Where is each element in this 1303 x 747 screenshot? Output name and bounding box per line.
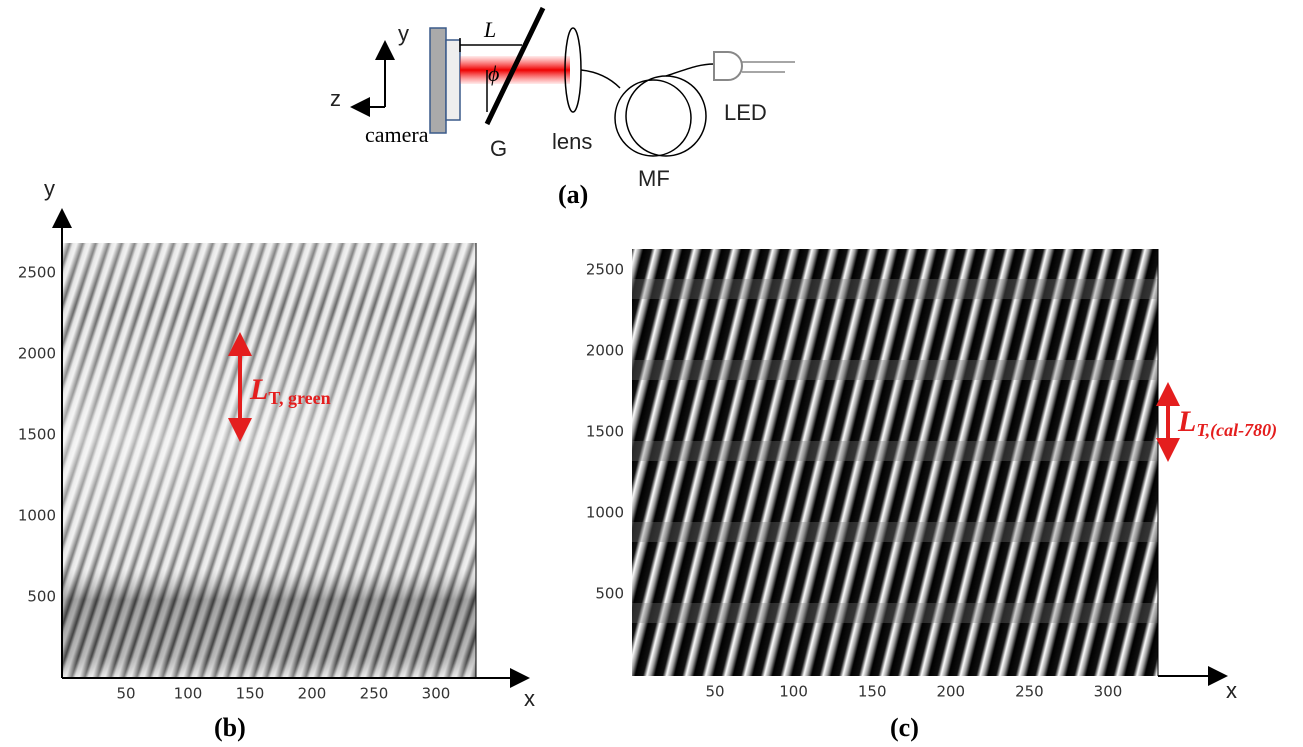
annotation-main: L — [1177, 405, 1196, 438]
x-tick-label: 200 — [936, 683, 965, 701]
caption: (a) — [558, 180, 588, 209]
annotation-sub: T, green — [268, 388, 330, 408]
annotation-main: L — [249, 373, 268, 406]
fringe-image-shading — [62, 243, 476, 678]
x-tick-label: 250 — [1015, 683, 1044, 701]
y-tick-label: 2000 — [586, 342, 624, 360]
fringe-image-shading — [632, 249, 1158, 676]
y-tick-label: 1500 — [586, 423, 624, 441]
annotation: LT,(cal-780) — [1177, 405, 1277, 441]
x-tick-label: 300 — [1094, 683, 1123, 701]
y-tick-label: 2500 — [18, 264, 56, 282]
y-tick-label: 500 — [595, 585, 624, 603]
component-label: lens — [552, 129, 592, 154]
y-tick-label: 1500 — [18, 426, 56, 444]
component-label: LED — [724, 100, 767, 125]
x-tick-label: 100 — [174, 685, 203, 703]
axis-label: y — [44, 176, 55, 201]
component-label: G — [490, 136, 507, 161]
y-tick-label: 1000 — [18, 507, 56, 525]
x-tick-label: 50 — [116, 685, 135, 703]
y-tick-label: 1000 — [586, 504, 624, 522]
x-tick-label: 300 — [422, 685, 451, 703]
annotation-sub: T,(cal-780) — [1196, 420, 1277, 441]
x-tick-label: 50 — [705, 683, 724, 701]
x-tick-label: 250 — [360, 685, 389, 703]
x-tick-label: 100 — [779, 683, 808, 701]
y-tick-label: 500 — [27, 588, 56, 606]
axis-label: x — [524, 686, 535, 711]
axis-label: z — [330, 86, 341, 111]
caption: (b) — [214, 713, 246, 742]
y-tick-label: 2000 — [18, 345, 56, 363]
axis-label: y — [398, 21, 409, 46]
x-tick-label: 150 — [236, 685, 265, 703]
component-label: camera — [365, 122, 429, 147]
length-label: L — [483, 17, 496, 42]
angle-label: ϕ — [488, 61, 499, 86]
component-label: MF — [638, 166, 670, 191]
caption: (c) — [890, 713, 919, 742]
x-tick-label: 150 — [858, 683, 887, 701]
axis-label: x — [1226, 678, 1237, 703]
figure: y z L ϕ camera G lens MF LED (a) y x LT,… — [0, 0, 1303, 747]
x-tick-label: 200 — [298, 685, 327, 703]
y-tick-label: 2500 — [586, 261, 624, 279]
